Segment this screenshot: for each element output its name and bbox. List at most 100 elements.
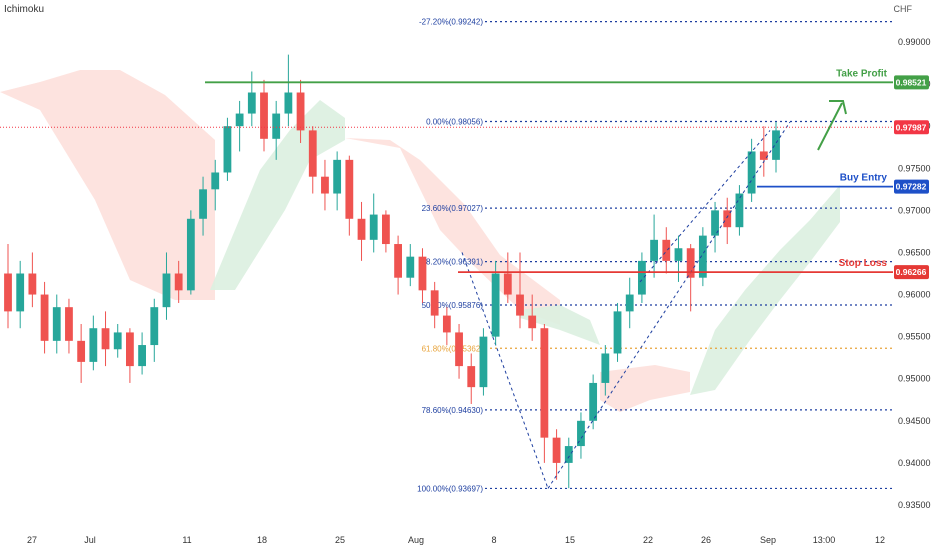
y-tick-label: 0.93500: [898, 500, 931, 510]
candle-body: [247, 92, 256, 114]
candle-body: [150, 307, 159, 346]
y-tick-label: 0.97500: [898, 163, 931, 173]
candle-body: [16, 273, 25, 312]
fib-level-label: 50.00%(0.95876): [422, 301, 484, 310]
candle-body: [357, 218, 366, 240]
x-tick-label: Aug: [408, 535, 424, 545]
trade-levels: Take Profit Buy Entry Stop Loss: [0, 68, 893, 489]
candle-body: [479, 336, 488, 388]
candle-body: [52, 307, 61, 341]
candle-body: [406, 256, 415, 278]
candle-body: [321, 176, 329, 194]
price-badge-label: 0.96266: [896, 267, 927, 277]
x-tick-label: 15: [565, 535, 575, 545]
currency-label: CHF: [893, 4, 913, 14]
candle-body: [65, 307, 73, 341]
y-tick-label: 0.96000: [898, 290, 931, 300]
candle-body: [686, 248, 695, 278]
price-axis: 0.93500 0.94000 0.94500 0.95000 0.95500 0.960…: [894, 37, 931, 510]
candle-body: [711, 210, 719, 236]
ichimoku-cloud: [0, 70, 840, 412]
candle-body: [284, 92, 293, 114]
arrow-head: [829, 100, 847, 115]
cloud-bullish: [520, 305, 600, 345]
candle-body: [101, 328, 110, 350]
candle-body: [601, 353, 610, 383]
candle-body: [491, 273, 500, 337]
candle-body: [272, 113, 281, 139]
channel-line: [547, 121, 791, 489]
candle-body: [4, 273, 12, 312]
candle-body: [455, 332, 463, 367]
candle-body: [186, 218, 195, 291]
candle-body: [418, 256, 427, 291]
price-badge: [894, 120, 929, 135]
price-badge-label: 0.97282: [896, 182, 927, 192]
x-tick-label: 18: [257, 535, 267, 545]
y-tick-label: 0.95000: [898, 374, 931, 384]
candle-body: [650, 239, 658, 261]
candle-body: [662, 239, 671, 261]
candle-body: [735, 193, 744, 228]
candle-body: [113, 332, 122, 350]
fib-level-label: 100.00%(0.93697): [417, 484, 483, 493]
candle-body: [369, 214, 378, 240]
x-tick-label: 26: [701, 535, 711, 545]
fib-level-label: 0.00%(0.98056): [426, 117, 483, 126]
x-tick-label: 8: [491, 535, 496, 545]
price-badge-label: 0.98521: [896, 77, 927, 87]
candle-body: [442, 315, 451, 333]
candle-body: [199, 189, 207, 219]
candle-body: [613, 311, 622, 354]
price-badge-label: 0.97987: [896, 122, 927, 132]
candle-body: [296, 92, 305, 131]
candle-body: [625, 294, 634, 312]
candle-body: [223, 126, 232, 173]
x-tick-label: 13:00: [813, 535, 836, 545]
fib-level-label: 38.20%(0.96391): [422, 258, 484, 267]
candle-body: [516, 294, 524, 316]
candle-body: [138, 345, 146, 367]
candle-body: [77, 340, 86, 362]
candle-body: [723, 210, 732, 228]
fib-level-label: 23.60%(0.97027): [422, 204, 484, 213]
candle-body: [126, 332, 134, 367]
cloud-bearish: [600, 365, 690, 412]
time-axis: 27 Jul 11 18 25 Aug 8 15 22 26 Sep 13:00 12: [27, 535, 885, 545]
candle-body: [772, 130, 780, 160]
x-tick-label: 12: [875, 535, 885, 545]
price-badge: [894, 75, 929, 90]
fib-level-label: 61.80%(0.95362): [422, 344, 484, 353]
y-tick-label: 0.95500: [898, 332, 931, 342]
candle-body: [540, 328, 549, 438]
x-tick-label: 27: [27, 535, 37, 545]
y-tick-label: 0.96500: [898, 247, 931, 257]
cloud-bearish: [0, 70, 215, 300]
candle-body: [382, 214, 390, 245]
candle-body: [333, 159, 342, 194]
candle-body: [528, 315, 537, 329]
candle-body: [235, 113, 244, 127]
candle-body: [28, 273, 37, 295]
x-tick-label: 25: [335, 535, 345, 545]
candle-body: [40, 294, 49, 341]
candle-body: [638, 260, 646, 295]
y-tick-label: 0.97000: [898, 205, 931, 215]
candle-body: [260, 92, 268, 139]
candle-body: [430, 290, 439, 316]
fib-level-label: -27.20%(0.99242): [419, 18, 483, 27]
y-tick-label: 0.94000: [898, 458, 931, 468]
indicator-label: Ichimoku: [4, 4, 45, 15]
candle-body: [503, 273, 512, 295]
cloud-bullish: [690, 185, 840, 395]
y-tick-label: 0.99000: [898, 37, 931, 47]
level-label: Take Profit: [836, 68, 888, 79]
candle-body: [308, 130, 317, 177]
candle-body: [174, 273, 183, 291]
candle-body: [345, 159, 354, 219]
x-tick-label: 22: [643, 535, 653, 545]
candle-body: [552, 437, 561, 463]
candle-body: [589, 382, 598, 421]
x-tick-label: 11: [182, 535, 191, 545]
